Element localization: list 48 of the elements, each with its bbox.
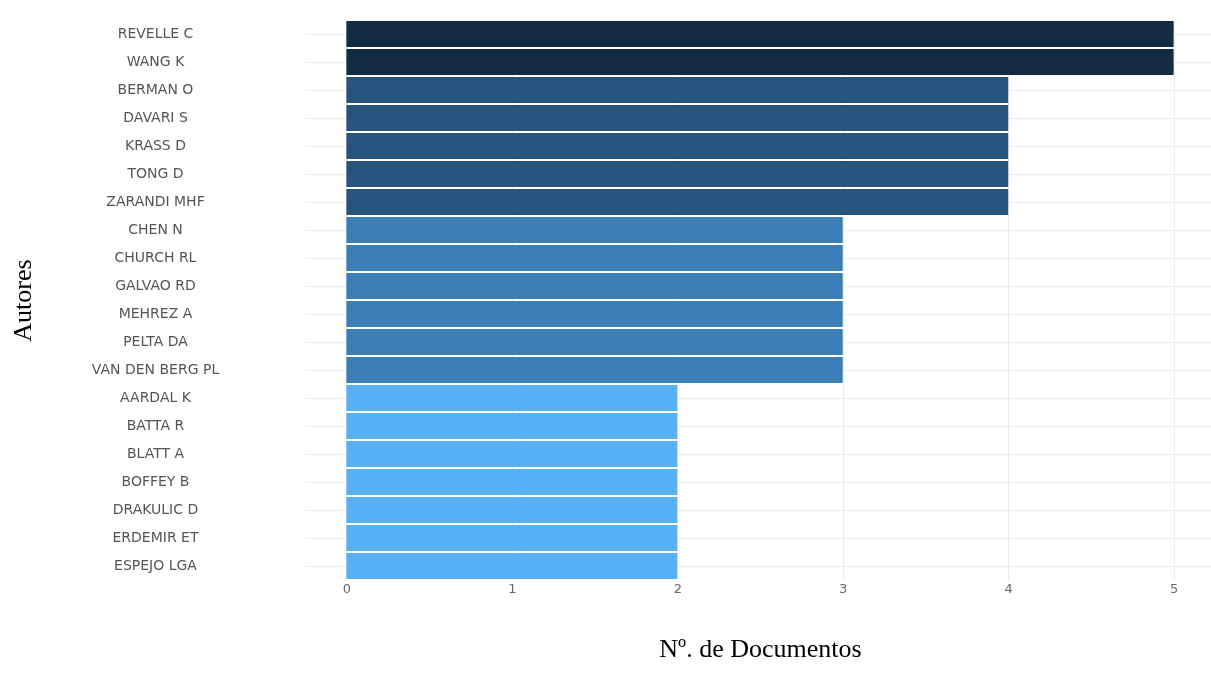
y-tick-label: BERMAN O bbox=[117, 81, 194, 97]
y-tick-label: ZARANDI MHF bbox=[106, 193, 205, 209]
bar bbox=[346, 357, 843, 383]
y-tick-label: GALVAO RD bbox=[115, 277, 196, 293]
x-tick-label: 2 bbox=[673, 580, 682, 596]
bar bbox=[346, 133, 1009, 159]
bar bbox=[346, 161, 1009, 187]
x-tick-label: 3 bbox=[839, 580, 848, 596]
bar bbox=[346, 49, 1174, 75]
bar bbox=[346, 301, 843, 327]
x-axis-title: Nº. de Documentos bbox=[659, 633, 862, 663]
y-tick-label: BOFFEY B bbox=[121, 473, 190, 489]
y-tick-label: ESPEJO LGA bbox=[114, 557, 198, 573]
bar bbox=[346, 469, 678, 495]
y-tick-label: VAN DEN BERG PL bbox=[91, 361, 220, 377]
bar bbox=[346, 413, 678, 439]
bar bbox=[346, 525, 678, 551]
bar bbox=[346, 105, 1009, 131]
y-tick-label: AARDAL K bbox=[120, 389, 192, 405]
y-axis-title: Autores bbox=[7, 259, 37, 342]
bar bbox=[346, 553, 678, 579]
y-tick-label: PELTA DA bbox=[123, 333, 189, 349]
y-tick-label: DRAKULIC D bbox=[112, 501, 199, 517]
y-tick-label: BLATT A bbox=[126, 445, 185, 461]
y-tick-label: BATTA R bbox=[126, 417, 185, 433]
y-tick-label: MEHREZ A bbox=[118, 305, 193, 321]
bar bbox=[346, 189, 1009, 215]
y-tick-label: CHEN N bbox=[128, 221, 183, 237]
bar bbox=[346, 21, 1174, 47]
bar bbox=[346, 497, 678, 523]
bar bbox=[346, 329, 843, 355]
y-tick-label: KRASS D bbox=[125, 137, 186, 153]
x-tick-label: 5 bbox=[1170, 580, 1179, 596]
bar bbox=[346, 77, 1009, 103]
bar bbox=[346, 217, 843, 243]
y-tick-label: TONG D bbox=[126, 165, 184, 181]
bar bbox=[346, 245, 843, 271]
x-tick-label: 0 bbox=[342, 580, 351, 596]
x-tick-label: 1 bbox=[508, 580, 517, 596]
bar bbox=[346, 273, 843, 299]
y-tick-label: DAVARI S bbox=[123, 109, 188, 125]
x-tick-label: 4 bbox=[1004, 580, 1013, 596]
y-tick-label: ERDEMIR ET bbox=[112, 529, 199, 545]
bar bbox=[346, 441, 678, 467]
bar bbox=[346, 385, 678, 411]
y-tick-label: REVELLE C bbox=[117, 25, 194, 41]
y-tick-label: CHURCH RL bbox=[114, 249, 197, 265]
y-tick-label: WANG K bbox=[126, 53, 186, 69]
